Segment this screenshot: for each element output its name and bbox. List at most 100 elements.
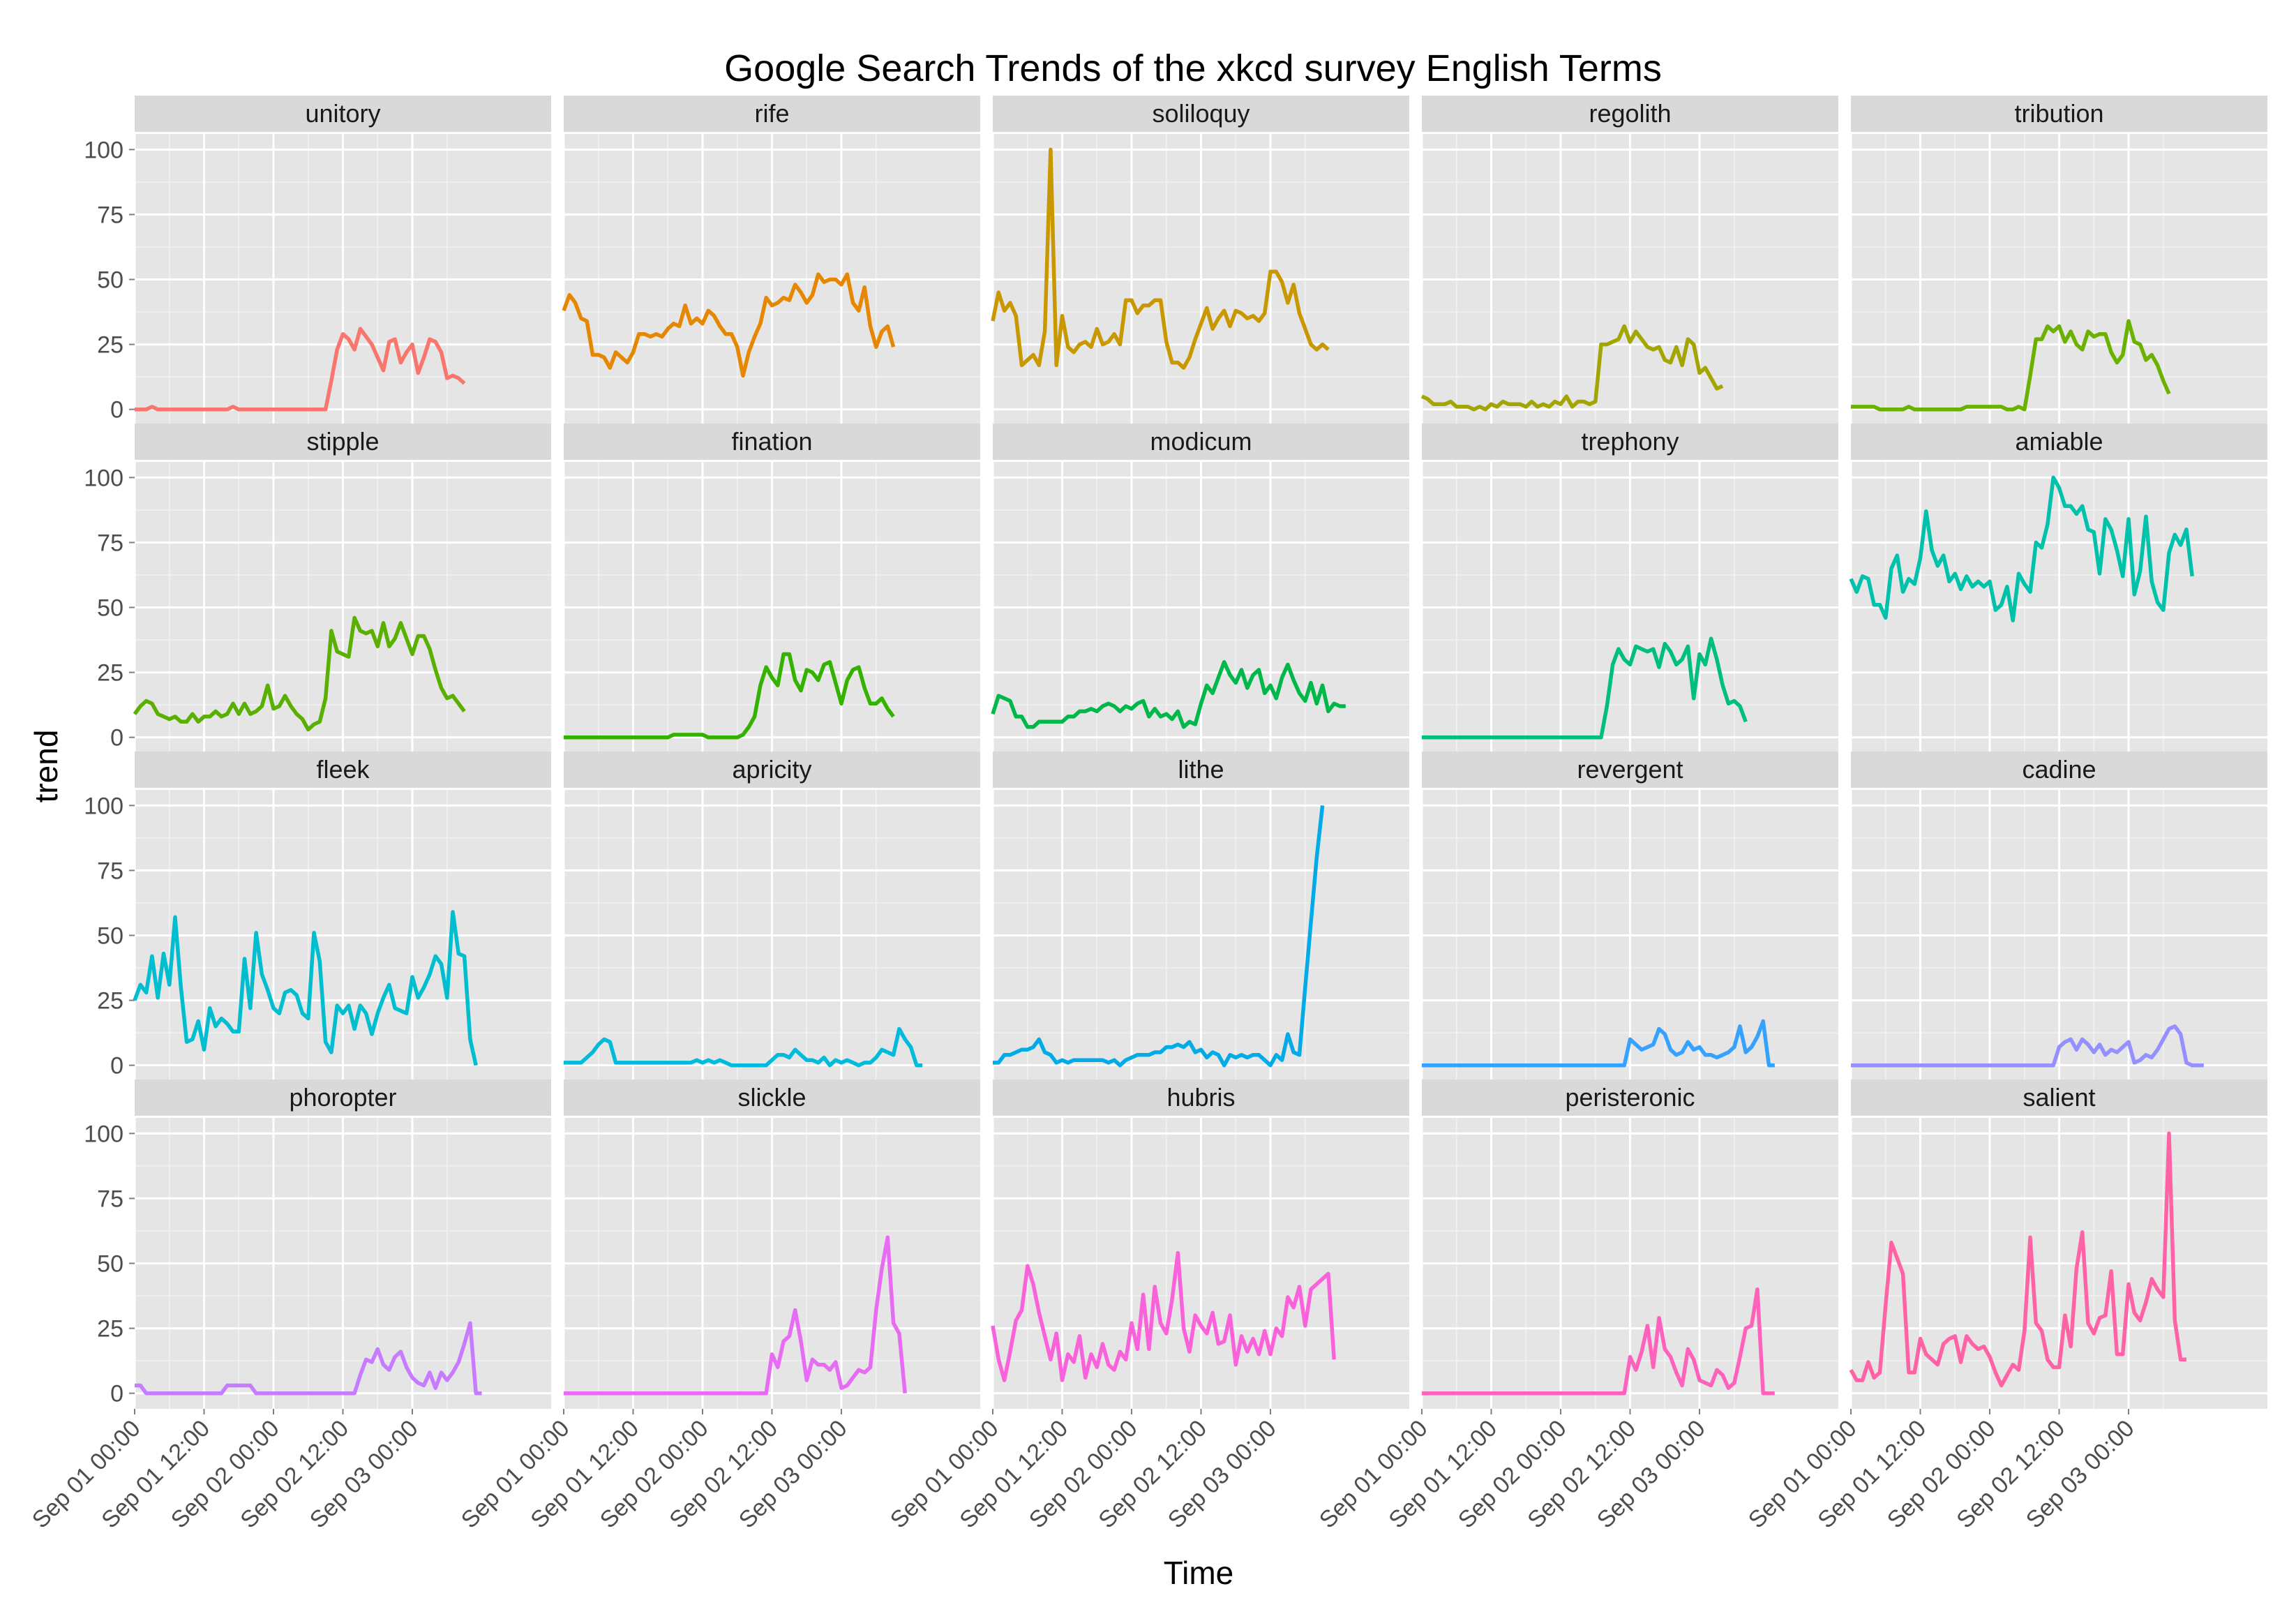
- series-line-amiable: [1849, 475, 2194, 622]
- facet-strip: [564, 752, 980, 788]
- facet-strip-label: regolith: [1589, 99, 1671, 128]
- series-line-tribution: [1851, 319, 2171, 412]
- y-tick-label: 50: [97, 923, 123, 950]
- facet-trephony: trephony: [1420, 424, 1838, 753]
- facet-strip: [1851, 96, 2267, 132]
- y-tick-label: 50: [97, 595, 123, 622]
- series-line-modicum: [991, 659, 1346, 729]
- facet-strip: [1422, 1079, 1838, 1116]
- facet-strip: [135, 424, 551, 460]
- facet-apricity: apricity: [562, 752, 980, 1081]
- y-tick-label: 50: [97, 267, 123, 294]
- series-line-rife: [562, 272, 896, 378]
- series-line-apricity: [564, 1026, 923, 1068]
- facet-fleek: fleek 0 25 50 75 100: [84, 752, 551, 1081]
- series-line-revergent: [1422, 1019, 1775, 1068]
- series-line-salient: [1849, 1131, 2186, 1388]
- facet-strip-label: phoropter: [289, 1083, 396, 1112]
- y-tick-label: 25: [97, 1316, 123, 1343]
- y-tick-label: 75: [97, 530, 123, 556]
- y-tick-label: 25: [97, 332, 123, 359]
- facet-strip: [1422, 424, 1838, 460]
- series-line-trephony: [1422, 636, 1748, 740]
- series-line-fleek: [133, 910, 478, 1066]
- facet-strip-label: trephony: [1581, 427, 1679, 456]
- y-tick-label: 75: [97, 858, 123, 884]
- facet-strip: [564, 96, 980, 132]
- facet-modicum: modicum: [991, 424, 1409, 753]
- y-tick-label: 25: [97, 988, 123, 1015]
- series-line-fination: [564, 652, 895, 740]
- facet-soliloquy: soliloquy: [991, 96, 1409, 425]
- y-tick-label: 0: [110, 725, 123, 752]
- facet-strip: [135, 752, 551, 788]
- facet-strip-label: revergent: [1577, 755, 1683, 784]
- y-tick-label: 75: [97, 1186, 123, 1212]
- facet-strip-label: apricity: [732, 755, 811, 784]
- y-tick-label: 75: [97, 202, 123, 228]
- facet-amiable: amiable: [1849, 424, 2267, 753]
- facet-strip-label: modicum: [1150, 427, 1252, 456]
- facet-rife: rife: [562, 96, 980, 425]
- facet-strip-label: fleek: [316, 755, 370, 784]
- series-line-hubris: [991, 1250, 1336, 1382]
- facet-strip-label: tribution: [2014, 99, 2103, 128]
- series-line-cadine: [1851, 1024, 2204, 1068]
- facet-regolith: regolith: [1420, 96, 1838, 425]
- facet-strip-label: cadine: [2022, 755, 2096, 784]
- series-line-slickle: [564, 1235, 907, 1396]
- facet-strip-label: stipple: [306, 427, 379, 456]
- facet-strip-label: rife: [754, 99, 789, 128]
- facet-strip: [135, 1079, 551, 1116]
- facet-strip: [1422, 96, 1838, 132]
- series-line-soliloquy: [991, 147, 1330, 370]
- y-tick-label: 100: [84, 137, 123, 163]
- facet-strip-label: slickle: [737, 1083, 806, 1112]
- facet-cadine: cadine: [1849, 752, 2267, 1081]
- facet-strip-label: salient: [2023, 1083, 2095, 1112]
- y-tick-label: 0: [110, 397, 123, 424]
- facet-strip: [993, 1079, 1409, 1116]
- y-tick-label: 0: [110, 1053, 123, 1079]
- facet-unitory: unitory 0 25 50 75 100: [84, 96, 551, 425]
- facet-fination: fination: [562, 424, 980, 753]
- facet-tribution: tribution: [1849, 96, 2267, 425]
- facet-grid: unitory 0 25 50 75 100 rife soliloquy regolith tr…: [27, 96, 2267, 1534]
- facet-strip: [135, 96, 551, 132]
- facet-strip-label: amiable: [2015, 427, 2103, 456]
- facet-strip-label: unitory: [305, 99, 380, 128]
- y-tick-label: 100: [84, 465, 123, 491]
- y-axis-label: trend: [28, 730, 64, 803]
- facet-strip-label: fination: [731, 427, 812, 456]
- series-line-lithe: [993, 805, 1325, 1068]
- facet-strip: [993, 424, 1409, 460]
- facet-strip: [993, 752, 1409, 788]
- facet-stipple: stipple 0 25 50 75 100: [84, 424, 551, 753]
- facet-strip: [1851, 1079, 2267, 1116]
- facet-strip-label: soliloquy: [1152, 99, 1250, 128]
- facet-lithe: lithe: [991, 752, 1409, 1081]
- facet-strip: [1851, 752, 2267, 788]
- series-line-regolith: [1420, 324, 1724, 412]
- facet-revergent: revergent: [1420, 752, 1838, 1081]
- chart-title: Google Search Trends of the xkcd survey …: [724, 47, 1662, 89]
- series-line-stipple: [133, 615, 466, 732]
- facet-strip-label: hubris: [1166, 1083, 1235, 1112]
- series-line-unitory: [135, 327, 466, 412]
- y-tick-label: 25: [97, 660, 123, 687]
- series-line-phoropter: [135, 1321, 482, 1396]
- y-tick-label: 100: [84, 1121, 123, 1147]
- facet-strip-label: peristeronic: [1565, 1083, 1695, 1112]
- facet-strip: [564, 424, 980, 460]
- series-line-peristeronic: [1422, 1287, 1775, 1396]
- facet-strip: [1422, 752, 1838, 788]
- facet-strip-label: lithe: [1178, 755, 1224, 784]
- y-tick-label: 0: [110, 1381, 123, 1407]
- y-tick-label: 100: [84, 793, 123, 819]
- y-tick-label: 50: [97, 1251, 123, 1278]
- x-axis-label: Time: [1164, 1555, 1234, 1591]
